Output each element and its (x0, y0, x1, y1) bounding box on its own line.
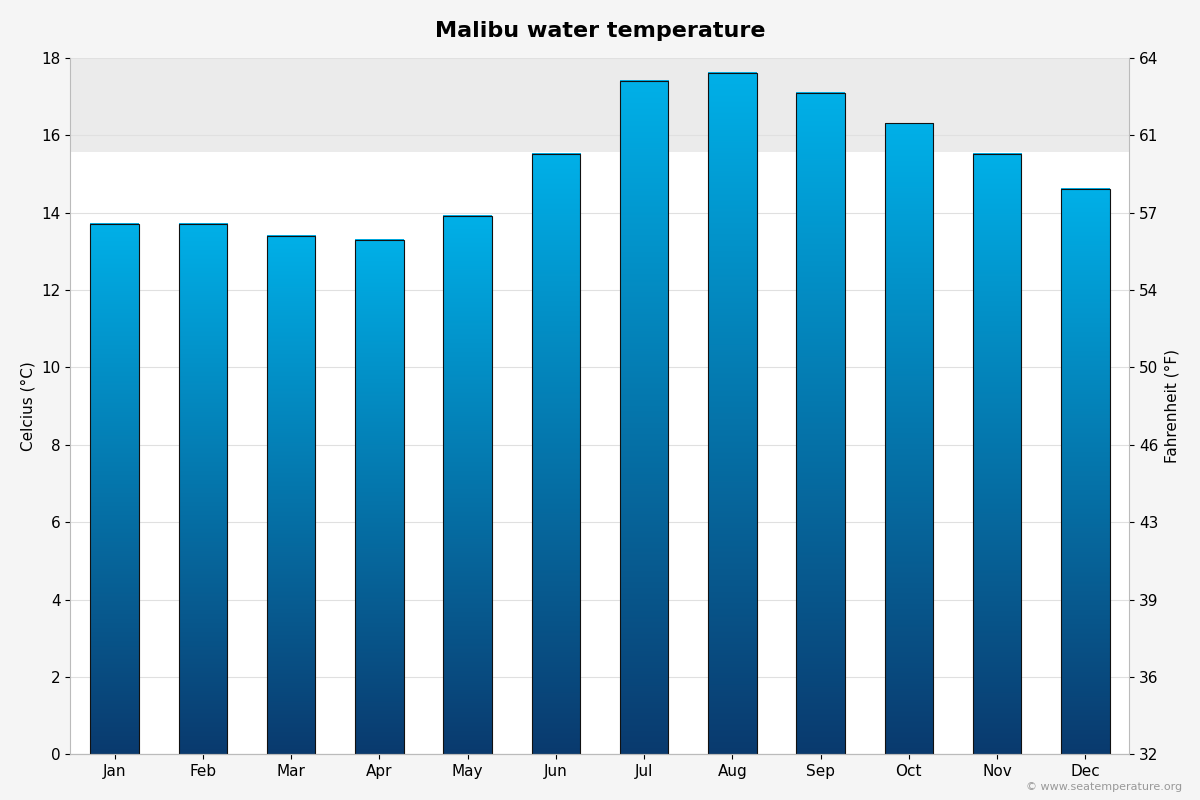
Bar (1061, 190, 1110, 754)
Bar (797, 93, 845, 754)
Bar (90, 224, 139, 754)
Bar (708, 73, 756, 754)
Bar (266, 236, 316, 754)
Bar (973, 154, 1021, 754)
Y-axis label: Fahrenheit (°F): Fahrenheit (°F) (1164, 349, 1180, 463)
Bar (355, 240, 403, 754)
Bar (443, 216, 492, 754)
Bar (884, 123, 934, 754)
Y-axis label: Celcius (°C): Celcius (°C) (20, 361, 36, 451)
Title: Malibu water temperature: Malibu water temperature (434, 21, 766, 41)
Bar (619, 81, 668, 754)
Bar (532, 154, 580, 754)
Bar (71, 58, 1129, 152)
Text: © www.seatemperature.org: © www.seatemperature.org (1026, 782, 1182, 792)
Bar (179, 224, 227, 754)
